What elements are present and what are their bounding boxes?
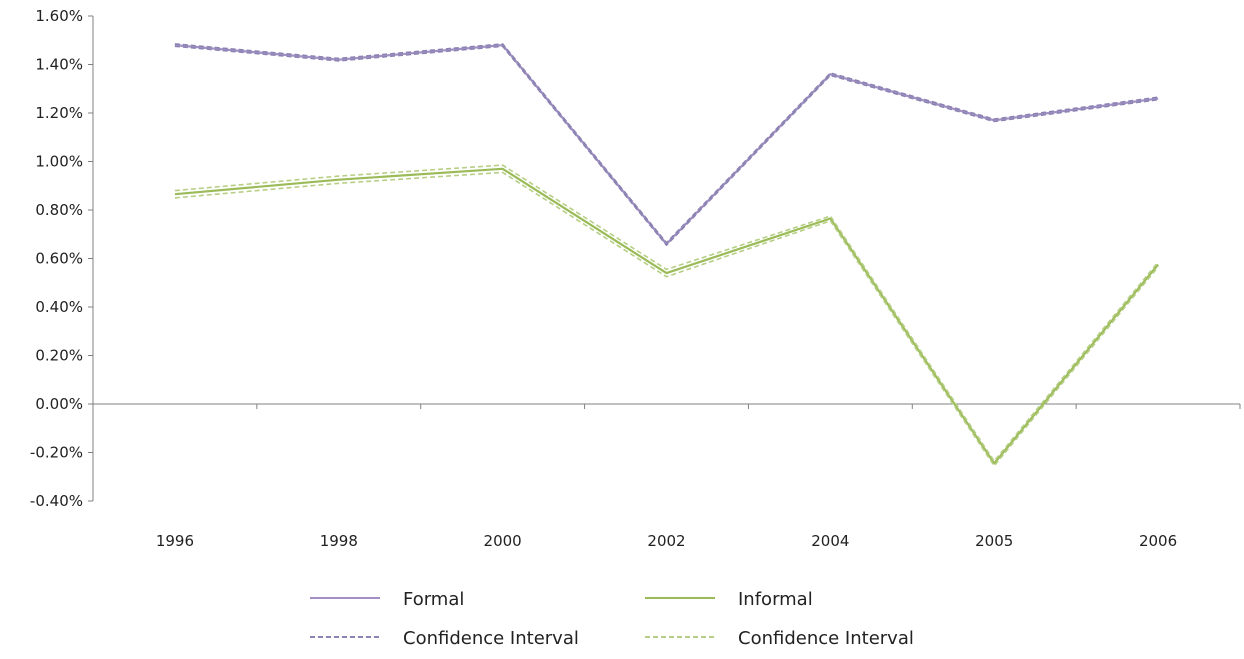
- series-line-informal-3: [174, 167, 1159, 465]
- legend-label: Formal: [403, 589, 464, 610]
- series-line-confidence-interval-5: [174, 171, 1159, 467]
- series-line-confidence-interval-4: [174, 164, 1159, 462]
- y-axis: 1.60% 1.40% 1.20% 1.00% 0.80% 0.60% 0.40% 0.20%…: [30, 7, 94, 510]
- x-tick-label: 1996: [156, 532, 194, 550]
- y-tick-label: 0.60%: [35, 250, 83, 268]
- y-tick-label: 1.00%: [35, 153, 83, 171]
- y-tick-label: 1.60%: [35, 7, 83, 25]
- y-tick-label: 1.40%: [35, 56, 83, 74]
- y-tick-label: 0.80%: [35, 201, 83, 219]
- legend-label: Informal: [738, 589, 813, 610]
- legend-label: Confidence Interval: [738, 628, 914, 649]
- y-tick-label: 0.00%: [35, 395, 83, 413]
- y-tick-label: 0.40%: [35, 298, 83, 316]
- series-line-confidence-interval-1: [174, 43, 1159, 244]
- x-tick-label: 1998: [320, 532, 358, 550]
- series-line-confidence-interval-2: [174, 45, 1159, 246]
- y-tick-label: 0.20%: [35, 347, 83, 365]
- x-tick-label: 2005: [975, 532, 1013, 550]
- series-line-formal-0: [174, 43, 1159, 246]
- x-tick-label: 2002: [647, 532, 685, 550]
- x-tick-label: 2004: [811, 532, 849, 550]
- x-axis: 1996 1998 2000 2002 2004 2005 2006: [92, 403, 1241, 550]
- y-tick-label: -0.20%: [30, 444, 83, 462]
- series-layer: [174, 43, 1159, 467]
- x-tick-label: 2006: [1139, 532, 1177, 550]
- y-tick-label: -0.40%: [30, 492, 83, 510]
- x-tick-label: 2000: [484, 532, 522, 550]
- legend-label: Confidence Interval: [403, 628, 579, 649]
- legend: Formal Informal Confidence Interval Confide…: [310, 589, 914, 649]
- y-tick-label: 1.20%: [35, 104, 83, 122]
